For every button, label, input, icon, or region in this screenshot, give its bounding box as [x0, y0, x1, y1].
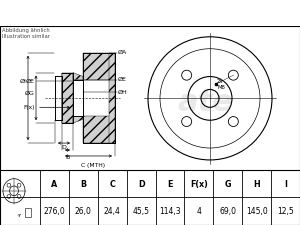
Polygon shape — [83, 53, 115, 79]
Text: ate: ate — [177, 88, 233, 117]
Text: G: G — [224, 180, 231, 189]
Text: ØE: ØE — [118, 77, 127, 82]
Text: D: D — [61, 145, 66, 150]
Text: 69,0: 69,0 — [219, 207, 236, 216]
Text: Abbildung ähnlich
Illustration similar: Abbildung ähnlich Illustration similar — [2, 28, 50, 39]
Text: D: D — [138, 180, 144, 189]
Text: ØA: ØA — [118, 50, 127, 55]
Text: 276,0: 276,0 — [44, 207, 65, 216]
Text: 114,3: 114,3 — [159, 207, 181, 216]
Polygon shape — [109, 53, 115, 143]
Text: 426131: 426131 — [191, 7, 241, 19]
Polygon shape — [83, 116, 115, 143]
Polygon shape — [73, 72, 83, 79]
Text: 24,4: 24,4 — [104, 207, 121, 216]
Text: 145,0: 145,0 — [246, 207, 268, 216]
Text: 12,5: 12,5 — [277, 207, 294, 216]
Text: ØG: ØG — [25, 90, 35, 95]
Text: ØE: ØE — [26, 79, 35, 84]
Text: A: A — [51, 180, 58, 189]
Text: 26,0: 26,0 — [75, 207, 92, 216]
Text: C (MTH): C (MTH) — [81, 163, 106, 168]
Text: E: E — [167, 180, 173, 189]
Text: I: I — [284, 180, 287, 189]
Text: C: C — [109, 180, 115, 189]
Text: B: B — [80, 180, 86, 189]
Text: B: B — [65, 155, 70, 160]
Text: H: H — [253, 180, 260, 189]
Text: 24.0126-0131.1: 24.0126-0131.1 — [59, 7, 163, 19]
Text: 2x
M8: 2x M8 — [217, 79, 225, 90]
Text: F(x): F(x) — [23, 105, 35, 110]
Text: ØI: ØI — [20, 79, 27, 83]
Bar — [215, 83, 217, 86]
Text: ØH: ØH — [118, 89, 128, 94]
Text: F(x): F(x) — [190, 180, 208, 189]
Text: 4: 4 — [196, 207, 201, 216]
Polygon shape — [73, 116, 83, 123]
Bar — [25, 208, 31, 217]
Polygon shape — [62, 72, 73, 123]
Text: 45,5: 45,5 — [133, 207, 150, 216]
